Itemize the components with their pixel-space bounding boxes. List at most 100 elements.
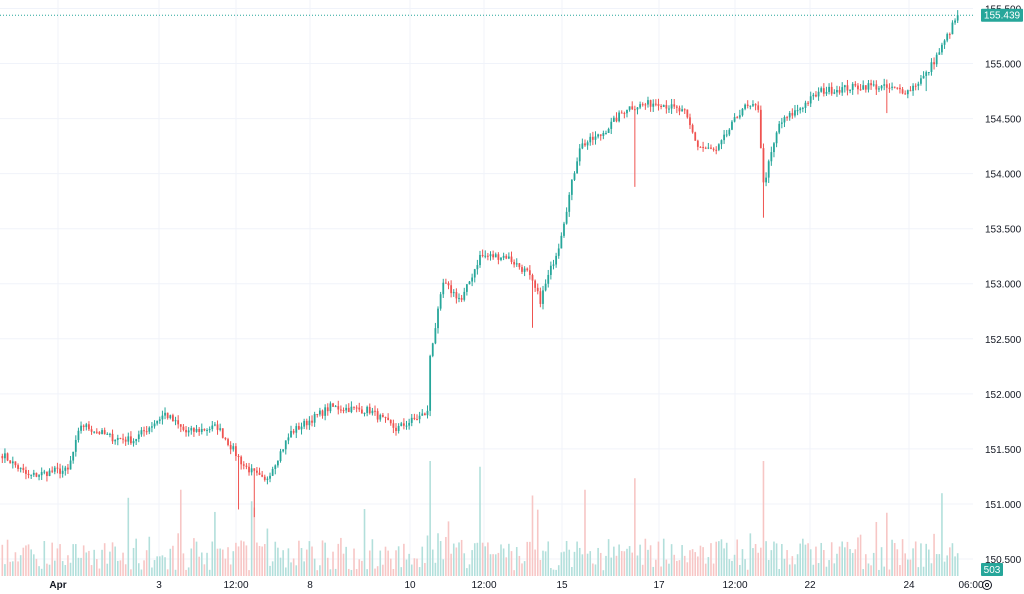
candle-body xyxy=(30,474,33,476)
candle-body xyxy=(32,472,35,475)
candle-body xyxy=(17,465,19,469)
candle-body xyxy=(628,106,631,110)
candle-body xyxy=(473,269,476,278)
volume-bar xyxy=(841,541,844,576)
candle-body xyxy=(206,430,208,432)
volume-bar xyxy=(130,569,132,576)
candle-body xyxy=(694,132,697,141)
candle-body xyxy=(620,112,623,114)
candle-body xyxy=(822,88,825,94)
volume-bar xyxy=(691,549,694,576)
candle-body xyxy=(313,414,316,423)
volume-bar xyxy=(760,547,762,576)
candle-body xyxy=(95,431,98,433)
grid-lines xyxy=(0,0,973,576)
time-tick-label: 3 xyxy=(156,580,162,591)
candlestick-chart[interactable] xyxy=(0,0,973,576)
volume-bar xyxy=(35,558,38,576)
volume-bar xyxy=(397,546,400,576)
volume-bar xyxy=(466,568,468,576)
candle-body xyxy=(106,433,109,435)
volume-bar xyxy=(710,543,712,576)
candle-body xyxy=(337,406,340,410)
volume-bar xyxy=(765,541,767,576)
volume-bar xyxy=(812,564,815,576)
candle-body xyxy=(292,430,295,433)
candle-body xyxy=(119,437,122,439)
candle-body xyxy=(759,109,762,149)
candle-body xyxy=(25,470,27,474)
time-tick-label: 24 xyxy=(903,580,915,591)
candle-body xyxy=(305,420,308,426)
volume-bar xyxy=(550,568,552,576)
candle-body xyxy=(342,410,345,412)
chart-settings-button[interactable] xyxy=(982,580,992,590)
candle-body xyxy=(754,104,757,106)
volume-bar xyxy=(389,558,392,576)
volume-bar xyxy=(342,553,345,576)
candle-body xyxy=(723,134,725,141)
candle-body xyxy=(859,89,862,91)
candle-body xyxy=(933,62,935,65)
candle-body xyxy=(864,85,867,90)
volume-bar xyxy=(736,539,739,576)
candle-body xyxy=(271,468,274,476)
volume-bar xyxy=(22,547,25,576)
candle-body xyxy=(767,161,770,178)
candle-body xyxy=(434,328,437,344)
candle-body xyxy=(770,152,773,162)
candle-body xyxy=(901,89,904,94)
volume-bar xyxy=(636,555,639,576)
volume-bar xyxy=(838,546,841,576)
volume-bar xyxy=(836,553,838,576)
candle-body xyxy=(843,85,846,88)
price-axis[interactable]: 150.500 151.000 151.500 152.000 152.500 153.0… xyxy=(973,0,1024,576)
candle-body xyxy=(867,83,870,90)
volume-bar xyxy=(185,569,187,576)
time-tick-label: 8 xyxy=(307,580,313,591)
volume-bar xyxy=(361,560,363,576)
candle-body xyxy=(605,132,607,134)
volume-bar xyxy=(628,546,631,576)
candle-body xyxy=(124,439,127,442)
volume-bar xyxy=(794,564,796,576)
candle-body xyxy=(956,15,959,21)
volume-bar xyxy=(248,570,250,576)
time-tick-label: 10 xyxy=(404,580,416,591)
candle-body xyxy=(395,427,397,432)
volume-bar xyxy=(363,509,366,576)
candle-body xyxy=(830,86,833,94)
volume-bar xyxy=(164,557,166,576)
volume-bar xyxy=(733,554,736,576)
volume-bar xyxy=(305,549,308,576)
volume-bar xyxy=(581,554,584,576)
volume-bar xyxy=(166,569,169,576)
candle-body xyxy=(80,425,82,431)
volume-bar xyxy=(479,466,481,576)
candle-body xyxy=(408,422,411,426)
candle-body xyxy=(429,355,432,411)
volume-bar xyxy=(757,552,760,576)
candle-body xyxy=(153,423,156,427)
volume-bar xyxy=(678,560,681,576)
volume-bar xyxy=(169,548,172,576)
candle-body xyxy=(757,105,760,110)
volume-bar xyxy=(565,540,568,576)
candle-body xyxy=(589,136,592,143)
volume-bar xyxy=(946,555,948,576)
volume-bar xyxy=(90,565,93,576)
volume-bar xyxy=(933,533,935,576)
candle-body xyxy=(731,121,733,130)
volume-bar xyxy=(116,560,119,576)
candle-body xyxy=(922,75,925,79)
time-axis[interactable]: Apr 3 12:00 8 10 12:00 15 17 12:00 22 24 06:00 xyxy=(0,576,1024,594)
gear-icon xyxy=(982,580,992,590)
volume-bar xyxy=(620,551,623,576)
volume-bar xyxy=(941,493,943,576)
candle-body xyxy=(744,104,746,109)
candle-body xyxy=(172,415,174,422)
volume-bar xyxy=(487,542,489,576)
volume-bar xyxy=(137,563,140,576)
volume-bar xyxy=(862,569,864,576)
candle-body xyxy=(72,451,75,461)
